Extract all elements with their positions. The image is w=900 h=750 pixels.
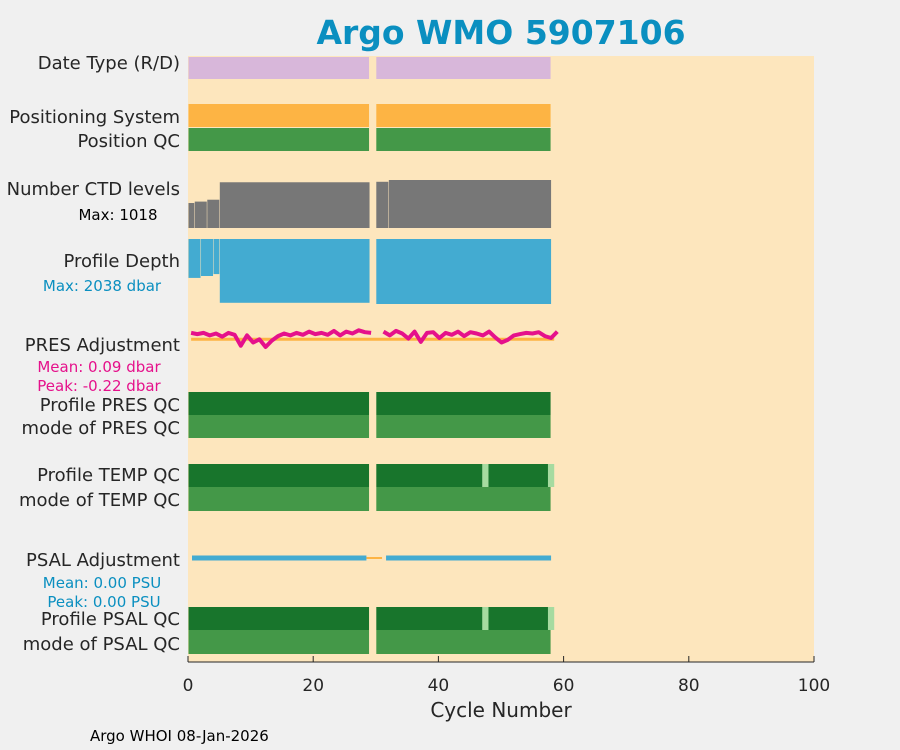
x-tick-label-40: 40 <box>428 676 450 696</box>
temp-qc-flag-2 <box>547 464 555 487</box>
row-label-profile-pres-qc: Profile PRES QC <box>40 395 180 416</box>
row-label-profile-psal-qc: Profile PSAL QC <box>41 609 180 630</box>
plot-background <box>188 56 814 662</box>
profile-depth-bar-4 <box>219 239 370 303</box>
pres-adjustment-line <box>190 328 559 349</box>
row-label-profile-depth: Profile Depth <box>63 251 180 272</box>
ctd-levels-bar-2 <box>194 201 207 228</box>
date-type-r-d-bar-1 <box>188 57 370 79</box>
profile-depth-bar-1 <box>188 239 201 278</box>
profile-depth-bar-3 <box>213 239 220 275</box>
profile-pres-qc-bar-2 <box>376 392 551 415</box>
temp-qc-flag-1 <box>482 464 489 487</box>
position-qc-bar-1 <box>188 128 370 151</box>
psal-qc-flag-1 <box>482 607 489 630</box>
pres-peak-label: Peak: -0.22 dbar <box>37 377 161 395</box>
row-label-mode-of-psal-qc: mode of PSAL QC <box>23 634 180 655</box>
x-tick-label-60: 60 <box>553 676 575 696</box>
chart-title: Argo WMO 5907106 <box>316 13 685 52</box>
mode-of-psal-qc-bar-1 <box>188 630 370 654</box>
ctd-levels-bar-6 <box>388 180 552 228</box>
ctd-levels-bar-4 <box>219 182 370 228</box>
profile-temp-qc-bar-2 <box>376 464 551 487</box>
ctd-levels-bar-3 <box>207 199 220 228</box>
ctd-max-label: Max: 1018 <box>78 206 157 224</box>
footer-text: Argo WHOI 08-Jan-2026 <box>90 727 269 745</box>
mode-of-temp-qc-bar-2 <box>376 487 551 511</box>
x-axis-label: Cycle Number <box>430 698 572 722</box>
ctd-levels-bar-5 <box>376 181 389 228</box>
mode-of-psal-qc-bar-2 <box>376 630 551 654</box>
row-label-number-ctd-levels: Number CTD levels <box>7 179 180 200</box>
profile-temp-qc-bar-1 <box>188 464 370 487</box>
positioning-system-bar-1 <box>188 104 370 127</box>
psal-mean-label: Mean: 0.00 PSU <box>43 574 161 592</box>
row-label-pres-adjustment: PRES Adjustment <box>25 335 180 356</box>
x-tick-label-0: 0 <box>183 676 194 696</box>
row-label-date-type-r-d: Date Type (R/D) <box>38 53 180 74</box>
profile-psal-qc-bar-2 <box>376 607 551 630</box>
x-tick-label-80: 80 <box>678 676 700 696</box>
profile-depth-bar-2 <box>201 239 214 276</box>
pres-mean-label: Mean: 0.09 dbar <box>37 358 161 376</box>
psal-peak-label: Peak: 0.00 PSU <box>47 593 160 611</box>
profile-psal-qc-bar-1 <box>188 607 370 630</box>
mode-of-pres-qc-bar-2 <box>376 415 551 438</box>
row-label-mode-of-temp-qc: mode of TEMP QC <box>19 490 180 511</box>
row-label-mode-of-pres-qc: mode of PRES QC <box>22 418 180 439</box>
row-label-psal-adjustment: PSAL Adjustment <box>26 550 180 571</box>
row-label-positioning-system: Positioning System <box>9 107 180 128</box>
profile-depth-bar-5 <box>376 239 552 304</box>
psal-qc-flag-2 <box>547 607 555 630</box>
positioning-system-bar-2 <box>376 104 551 127</box>
row-label-position-qc: Position QC <box>77 131 180 152</box>
row-label-profile-temp-qc: Profile TEMP QC <box>37 465 180 486</box>
mode-of-pres-qc-bar-1 <box>188 415 370 438</box>
x-tick-label-100: 100 <box>798 676 830 696</box>
profile-pres-qc-bar-1 <box>188 392 370 415</box>
ctd-levels-bar-1 <box>188 203 195 228</box>
depth-max-label: Max: 2038 dbar <box>43 277 162 295</box>
date-type-r-d-bar-2 <box>376 57 551 79</box>
x-tick-label-20: 20 <box>302 676 324 696</box>
mode-of-temp-qc-bar-1 <box>188 487 370 511</box>
position-qc-bar-2 <box>376 128 551 151</box>
